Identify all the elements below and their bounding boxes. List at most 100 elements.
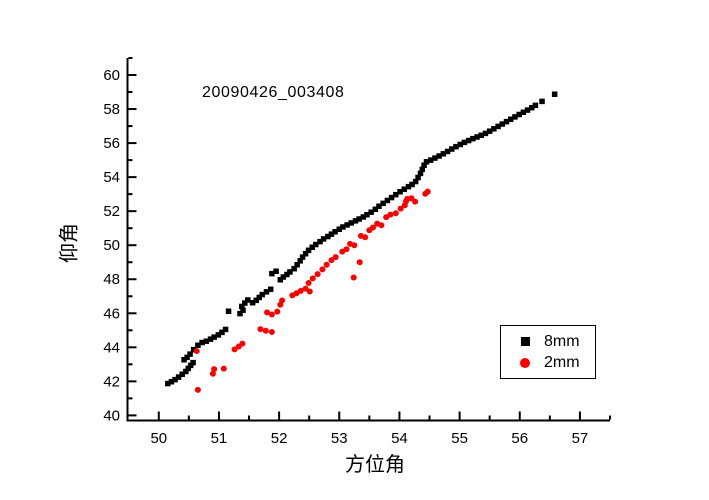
y-tick-label: 52 (103, 203, 120, 220)
data-point-8mm (380, 200, 386, 207)
data-point-2mm (220, 365, 227, 372)
data-point-8mm (219, 329, 225, 336)
data-point-8mm (449, 146, 455, 152)
data-point-8mm (253, 297, 259, 304)
data-point-8mm (376, 203, 382, 209)
data-point-8mm (239, 303, 245, 310)
data-point-8mm (474, 134, 480, 140)
data-point-2mm (239, 340, 246, 347)
data-point-8mm (284, 271, 290, 278)
legend-label-2mm: 2mm (544, 353, 580, 371)
data-point-8mm (181, 356, 187, 363)
legend-item-2mm: 2mm (512, 354, 595, 372)
data-point-8mm (372, 206, 379, 213)
x-tick-label: 55 (451, 430, 468, 447)
data-point-8mm (482, 130, 489, 137)
data-point-8mm (190, 346, 197, 353)
data-point-8mm (436, 153, 442, 159)
data-point-8mm (352, 218, 359, 224)
data-point-8mm (401, 186, 407, 192)
data-point-8mm (423, 159, 430, 165)
data-point-8mm (291, 265, 297, 272)
data-point-8mm (465, 137, 472, 144)
y-tick-label: 40 (103, 407, 120, 424)
data-point-8mm (215, 332, 222, 338)
data-point-2mm (305, 279, 312, 286)
data-point-8mm (486, 128, 493, 134)
data-point-8mm (297, 258, 303, 264)
data-point-2mm (323, 261, 330, 268)
legend-label-8mm: 8mm (544, 332, 580, 350)
data-point-8mm (183, 368, 189, 375)
data-point-2mm (369, 224, 376, 231)
y-tick-label: 60 (103, 67, 120, 84)
data-point-8mm (470, 135, 476, 142)
x-tick-label: 51 (211, 430, 228, 447)
data-point-2mm (194, 386, 201, 393)
data-point-8mm (532, 102, 539, 109)
data-point-8mm (320, 236, 327, 242)
data-point-8mm (256, 294, 263, 301)
data-point-8mm (512, 114, 518, 120)
data-point-8mm (524, 107, 531, 113)
data-point-2mm (279, 297, 286, 304)
data-point-8mm (503, 118, 510, 125)
y-tick-label: 42 (103, 373, 120, 390)
data-point-8mm (415, 174, 421, 181)
data-point-8mm (427, 157, 434, 163)
data-point-8mm (237, 310, 243, 317)
x-tick-label: 52 (271, 430, 288, 447)
data-point-8mm (168, 378, 175, 385)
data-point-8mm (309, 244, 315, 250)
data-point-8mm (313, 241, 319, 248)
data-point-8mm (516, 111, 522, 118)
data-point-2mm (332, 254, 339, 261)
data-point-8mm (185, 365, 192, 372)
x-tick-label: 50 (150, 430, 167, 447)
legend-marker-cell (512, 357, 538, 368)
data-point-8mm (405, 183, 412, 190)
data-point-8mm (184, 354, 190, 361)
data-point-2mm (362, 234, 369, 241)
legend-item-8mm: 8mm (512, 333, 595, 351)
data-point-2mm (306, 288, 313, 295)
data-point-8mm (325, 233, 331, 240)
data-point-2mm (350, 274, 357, 281)
data-point-8mm (211, 334, 217, 340)
data-point-8mm (187, 351, 193, 357)
data-point-2mm (397, 205, 404, 212)
data-point-2mm (264, 309, 271, 316)
data-point-8mm (384, 197, 391, 204)
data-point-2mm (319, 266, 326, 273)
data-point-8mm (409, 181, 415, 188)
data-point-8mm (417, 170, 424, 177)
chart-annotation: 20090426_003408 (202, 84, 345, 101)
data-point-8mm (245, 297, 251, 303)
data-point-8mm (520, 109, 527, 116)
y-tick-label: 58 (103, 101, 120, 118)
data-point-2mm (257, 326, 264, 333)
data-point-8mm (397, 189, 403, 195)
data-point-8mm (165, 380, 171, 387)
data-point-8mm (240, 307, 246, 313)
data-point-2mm (268, 311, 275, 318)
data-point-8mm (478, 132, 485, 139)
data-point-8mm (305, 247, 312, 254)
data-point-8mm (277, 277, 284, 283)
data-point-2mm (424, 188, 431, 195)
data-point-8mm (421, 162, 427, 168)
circle-marker-icon (520, 357, 530, 368)
data-point-8mm (356, 216, 362, 222)
data-point-8mm (432, 155, 438, 161)
data-point-8mm (499, 121, 506, 127)
data-point-8mm (393, 191, 399, 198)
square-marker-icon (520, 337, 530, 346)
data-point-8mm (207, 336, 214, 342)
data-point-8mm (249, 299, 256, 306)
data-point-8mm (259, 291, 266, 298)
x-tick-label: 54 (391, 430, 408, 447)
data-point-8mm (491, 126, 497, 132)
data-point-8mm (453, 143, 459, 150)
data-point-8mm (539, 98, 545, 105)
